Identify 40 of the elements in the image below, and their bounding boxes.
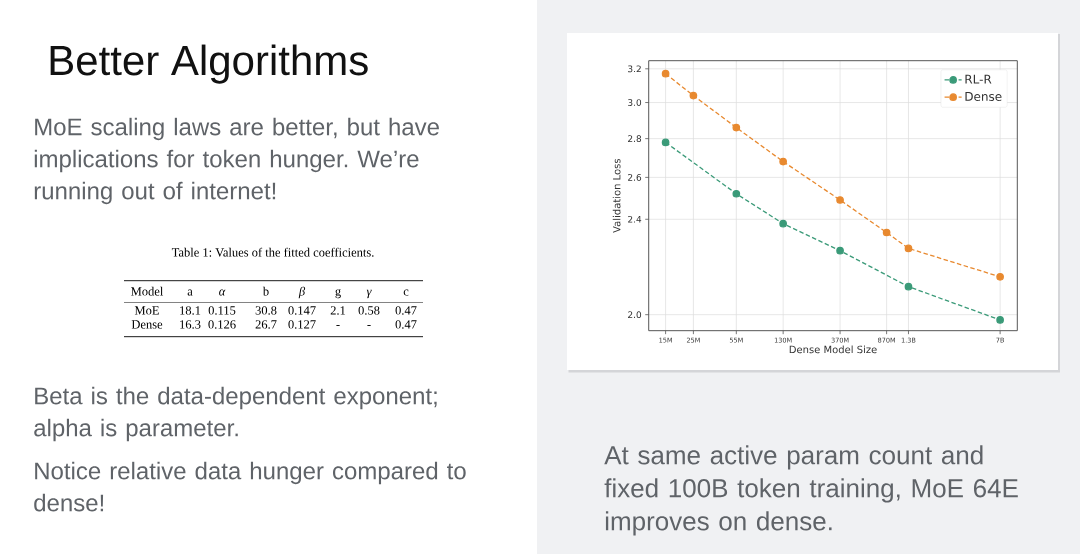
text: 0.58 xyxy=(358,306,380,315)
text: 30.8 xyxy=(255,306,277,315)
text: 2.1 xyxy=(330,306,346,315)
text: Better Algorithms xyxy=(50,44,368,84)
text: - xyxy=(336,325,340,327)
text: Dense xyxy=(131,320,163,329)
text: c xyxy=(403,289,409,296)
y-tick-label: 3.0 xyxy=(628,99,642,106)
text: 18.1 xyxy=(180,306,201,315)
text: γ xyxy=(366,289,372,299)
y-tick-label: 2.8 xyxy=(628,135,642,143)
legend-label: Dense xyxy=(965,92,1002,101)
text: 0.147 xyxy=(288,306,316,315)
caption: Table 1: Values of the fitted coefficients. xyxy=(171,247,374,257)
text: 0.47 xyxy=(395,320,417,329)
x-axis-title: Dense Model Size xyxy=(789,345,877,354)
y-tick-label: 2.4 xyxy=(628,215,642,223)
text: a xyxy=(187,289,193,296)
text: Notice relative data hunger compared to dense! xyxy=(34,461,466,512)
text: 0.115 xyxy=(208,306,236,315)
legend-label: RL-R xyxy=(965,74,992,84)
y-axis-title: Validation Loss xyxy=(612,158,621,233)
text: β xyxy=(298,286,306,299)
text: - xyxy=(367,325,371,327)
text: At same active param count and fixed 100B token training, MoE 64E improves on dense. xyxy=(604,445,1018,536)
text: 0.127 xyxy=(288,320,316,329)
y-tick-label: 3.2 xyxy=(628,65,641,73)
text: Beta is the data-dependent exponent; alpha is parameter. xyxy=(34,386,437,442)
text: Model xyxy=(131,286,164,296)
text: b xyxy=(262,286,269,296)
y-tick-label: 2.0 xyxy=(628,311,642,319)
text: MoE scaling laws are better, but have implications for token hunger. We’re running out of internet! xyxy=(34,117,439,205)
text: 0.47 xyxy=(395,306,417,315)
text: 16.3 xyxy=(180,320,201,329)
text: 0.126 xyxy=(208,320,236,329)
text: MoE xyxy=(134,306,159,315)
y-tick-label: 2.6 xyxy=(628,173,642,181)
text: g xyxy=(335,289,341,299)
text: 26.7 xyxy=(255,320,277,329)
text: α xyxy=(219,289,226,296)
